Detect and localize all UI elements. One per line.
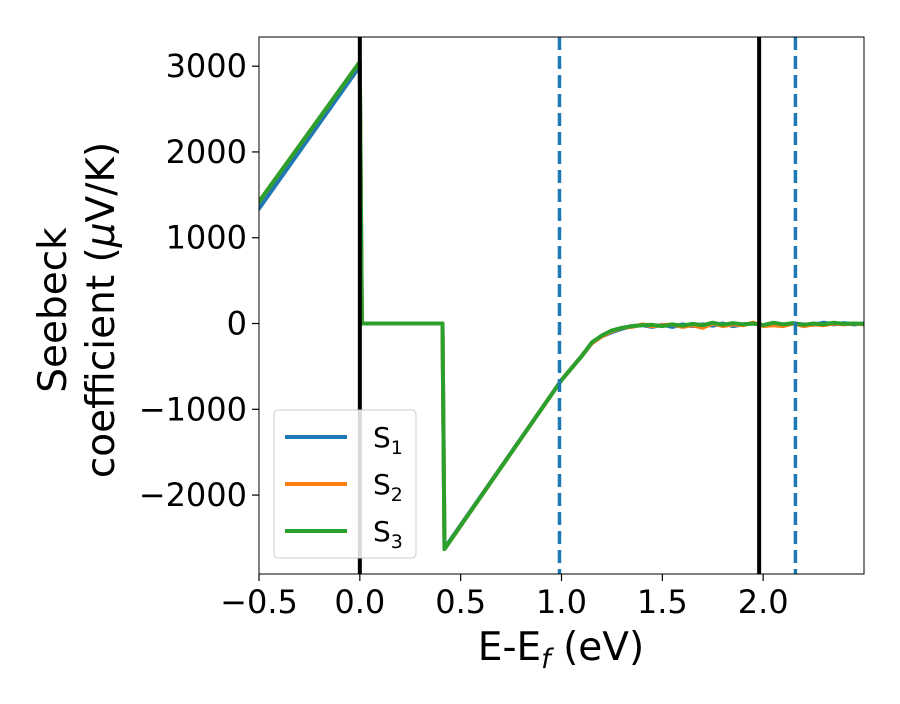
series-line-3 xyxy=(259,59,864,552)
y-axis-label-line1: Seebeck xyxy=(31,227,76,393)
y-tick-label: 2000 xyxy=(166,133,247,171)
y-tick-label: 1000 xyxy=(166,219,247,257)
x-tick-label: 2.0 xyxy=(738,583,789,621)
x-tick-label: 0.5 xyxy=(435,583,486,621)
legend: S1 S2 S3 xyxy=(273,409,417,559)
legend-label-2: S2 xyxy=(373,468,403,506)
y-tick-label: 3000 xyxy=(166,47,247,85)
y-tick-label: 0 xyxy=(227,305,247,343)
series-layer xyxy=(259,59,864,552)
x-tick-label: 0.0 xyxy=(334,583,385,621)
legend-label-3: S3 xyxy=(373,515,403,553)
x-axis-label: E-Ef (eV) xyxy=(478,625,644,675)
y-tick-label: −1000 xyxy=(139,390,247,428)
reference-lines-layer xyxy=(357,37,798,574)
x-axis: −0.5 0.0 0.5 1.0 1.5 2.0 xyxy=(220,574,789,621)
x-tick-label: −0.5 xyxy=(220,583,298,621)
x-tick-label: 1.0 xyxy=(536,583,587,621)
x-tick-label: 1.5 xyxy=(637,583,688,621)
y-tick-label: −2000 xyxy=(139,476,247,514)
y-axis-label: Seebeck coefficient (μV/K) xyxy=(31,142,124,478)
legend-label-1: S1 xyxy=(373,421,403,459)
y-axis-label-line2: coefficient (μV/K) xyxy=(79,142,124,478)
y-axis: 3000 2000 1000 0 −1000 −2000 xyxy=(139,47,259,514)
